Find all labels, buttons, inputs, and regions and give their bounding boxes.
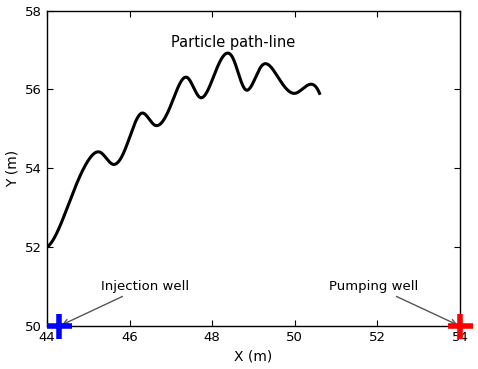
Text: Injection well: Injection well bbox=[63, 279, 189, 324]
X-axis label: X (m): X (m) bbox=[234, 349, 272, 363]
Y-axis label: Y (m): Y (m) bbox=[6, 150, 20, 187]
Text: Pumping well: Pumping well bbox=[329, 279, 456, 324]
Text: Particle path-line: Particle path-line bbox=[171, 35, 295, 49]
